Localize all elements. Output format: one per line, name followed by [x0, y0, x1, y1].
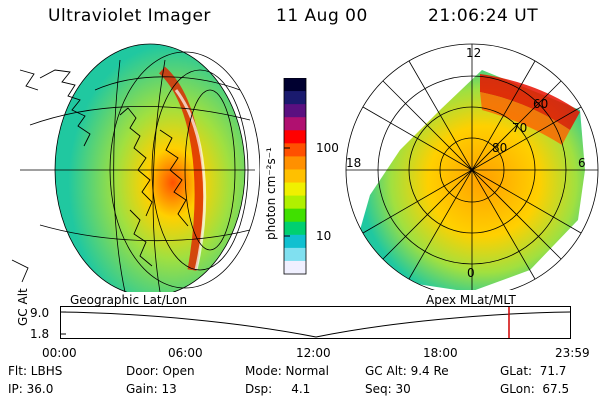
colorbar-segment	[284, 130, 306, 144]
colorbar-segment	[284, 247, 306, 262]
colorbar-segment	[284, 208, 306, 223]
polar-image	[345, 43, 599, 290]
status-door: Door: Open	[126, 364, 195, 378]
polar-mlat-80: 80	[492, 141, 508, 155]
time-tick-0000: 00:00	[42, 346, 77, 360]
colorbar-segment	[284, 234, 306, 249]
geo-coastlines	[11, 69, 189, 283]
polar-mlt-6: 6	[578, 156, 586, 170]
status-ip: IP: 36.0	[8, 382, 54, 396]
geo-caption: Geographic Lat/Lon	[70, 293, 188, 307]
time-tick-2359: 23:59	[555, 346, 590, 360]
observation-date: 11 Aug 00	[276, 6, 368, 26]
geo-aurora-emission	[55, 44, 245, 292]
status-glon: GLon: 67.5	[500, 382, 570, 396]
colorbar	[283, 78, 307, 275]
altitude-plot	[60, 306, 571, 339]
colorbar-segment	[284, 182, 306, 197]
colorbar-segment	[284, 156, 306, 170]
polar-caption: Apex MLat/MLT	[426, 293, 516, 307]
status-dsp: Dsp: 4.1	[245, 382, 311, 396]
status-mode: Mode: Normal	[245, 364, 329, 378]
polar-mlt-12: 12	[466, 46, 482, 60]
geo-lat-lon-grid	[20, 43, 260, 292]
altitude-tick-1.8: 1.8	[30, 327, 50, 341]
colorbar-segment	[284, 169, 306, 184]
geographic-image	[11, 43, 260, 292]
colorbar-segment	[284, 221, 306, 236]
colorbar-segment	[284, 143, 306, 157]
instrument-title: Ultraviolet Imager	[48, 6, 211, 26]
colorbar-tick-100: 100	[316, 141, 339, 155]
colorbar-segment	[284, 195, 306, 210]
colorbar-segment	[284, 260, 306, 275]
polar-mlat-60: 60	[533, 97, 549, 111]
polar-mlat-mlt-grid	[345, 43, 599, 290]
colorbar-segment	[284, 78, 306, 92]
colorbar-segment	[284, 91, 306, 105]
time-tick-1800: 18:00	[423, 346, 458, 360]
colorbar-label: photon cm⁻²s⁻¹	[264, 147, 278, 240]
observation-time: 21:06:24 UT	[428, 6, 539, 26]
polar-mlt-0: 0	[467, 266, 475, 280]
status-gc-alt: GC Alt: 9.4 Re	[365, 364, 449, 378]
status-seq: Seq: 30	[365, 382, 411, 396]
altitude-curve	[60, 311, 571, 338]
colorbar-segment	[284, 117, 306, 131]
polar-mlat-70: 70	[512, 121, 528, 135]
time-tick-1200: 12:00	[296, 346, 331, 360]
status-glat: GLat: 71.7	[500, 364, 567, 378]
colorbar-tick-10: 10	[316, 229, 332, 243]
status-gain: Gain: 13	[126, 382, 177, 396]
status-filter: Flt: LBHS	[8, 364, 63, 378]
polar-mlt-18: 18	[346, 156, 362, 170]
altitude-tick-9: 9.0	[30, 306, 50, 320]
colorbar-segment	[284, 104, 306, 118]
altitude-axis-label: GC Alt	[16, 288, 30, 326]
time-tick-0600: 06:00	[168, 346, 203, 360]
